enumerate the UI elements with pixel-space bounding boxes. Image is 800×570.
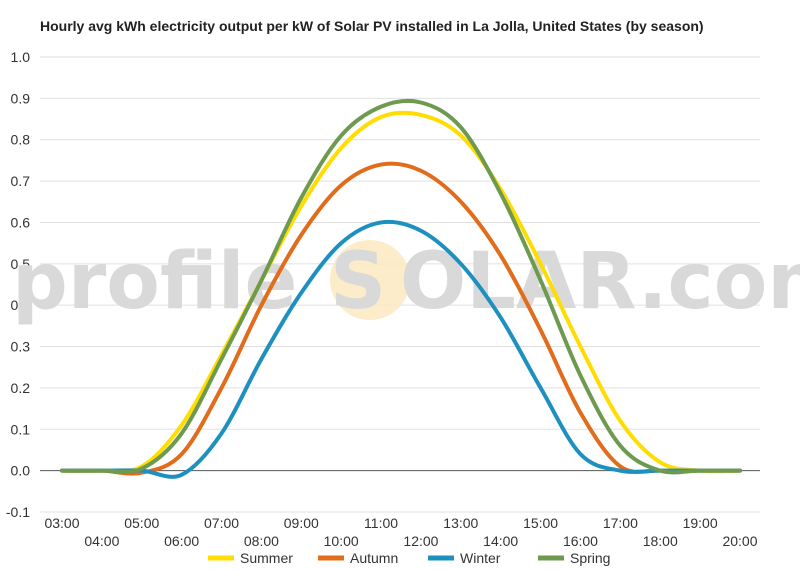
sun-logo-icon	[330, 240, 410, 320]
y-tick-label: 0.8	[11, 132, 31, 148]
series-line-winter	[60, 219, 742, 479]
chart-title: Hourly avg kWh electricity output per kW…	[40, 18, 704, 34]
x-tick-label: 04:00	[84, 533, 119, 549]
x-tick-label: 18:00	[643, 533, 678, 549]
x-tick-label: 07:00	[204, 515, 239, 531]
x-axis: 03:00 04:00 05:00 06:00 07:00 08:00 09:00 10:00…	[44, 515, 757, 549]
x-tick-label: 17:00	[603, 515, 638, 531]
x-tick-label: 08:00	[244, 533, 279, 549]
y-axis: -0.1 0.0 0.1 0.2 0.3 0.4 0.5 0.6 0.7 0.8 0.9 1.0	[6, 49, 30, 520]
watermark-sun-letter: S	[330, 237, 386, 327]
x-tick-label: 03:00	[44, 515, 79, 531]
y-tick-label: 0.2	[11, 380, 31, 396]
y-tick-label: 0.3	[11, 339, 31, 355]
x-tick-label: 05:00	[124, 515, 159, 531]
legend-label-winter: Winter	[460, 550, 501, 566]
watermark-part1: profile	[12, 237, 297, 327]
y-tick-label: 1.0	[11, 49, 31, 65]
x-tick-label: 12:00	[403, 533, 438, 549]
series-line-spring	[60, 98, 742, 475]
x-tick-label: 13:00	[443, 515, 478, 531]
y-tick-label: 0.6	[11, 214, 31, 230]
y-tick-label: 0.9	[11, 90, 31, 106]
y-tick-label: -0.1	[6, 504, 30, 520]
series-line-autumn	[60, 161, 742, 476]
x-tick-label: 09:00	[284, 515, 319, 531]
x-tick-label: 15:00	[523, 515, 558, 531]
series-line-summer	[60, 110, 742, 474]
legend-label-spring: Spring	[570, 550, 610, 566]
watermark: profile S OLAR.com	[12, 237, 800, 327]
legend-label-autumn: Autumn	[350, 550, 398, 566]
series-lines	[60, 98, 742, 479]
x-tick-label: 11:00	[364, 515, 398, 531]
watermark-part2: OLAR.com	[400, 237, 800, 327]
x-tick-label: 10:00	[324, 533, 359, 549]
y-tick-label: 0.1	[11, 421, 31, 437]
x-tick-label: 16:00	[563, 533, 598, 549]
legend: Summer Autumn Winter Spring	[208, 550, 610, 566]
y-tick-label: 0.0	[11, 463, 31, 479]
grid-lines	[40, 56, 760, 513]
y-tick-label: 0.4	[11, 297, 31, 313]
y-tick-label: 0.5	[11, 256, 31, 272]
legend-label-summer: Summer	[240, 550, 293, 566]
x-tick-label: 06:00	[164, 533, 199, 549]
x-tick-label: 20:00	[722, 533, 757, 549]
x-tick-label: 14:00	[483, 533, 518, 549]
x-tick-label: 19:00	[683, 515, 718, 531]
y-tick-label: 0.7	[11, 173, 31, 189]
